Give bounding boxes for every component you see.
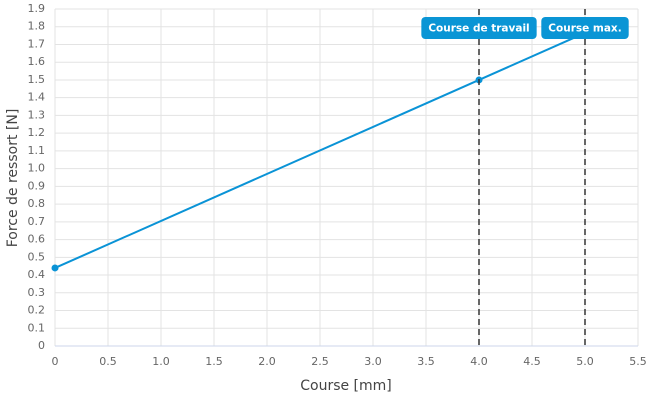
- y-tick-label: 1.2: [28, 126, 46, 139]
- x-tick-label: 5.5: [629, 355, 647, 368]
- x-tick-label: 4.0: [470, 355, 488, 368]
- y-tick-label: 0: [38, 339, 45, 352]
- y-tick-label: 1.0: [28, 162, 46, 175]
- x-axis-title: Course [mm]: [300, 378, 392, 394]
- y-tick-label: 0.5: [28, 250, 46, 263]
- y-tick-label: 1.4: [28, 91, 46, 104]
- x-tick-label: 5.0: [576, 355, 594, 368]
- y-tick-label: 1.7: [28, 37, 46, 50]
- y-tick-label: 1.3: [28, 108, 46, 121]
- y-tick-label: 1.9: [28, 2, 46, 15]
- reference-label: Course max.: [541, 17, 629, 39]
- y-tick-label: 0.6: [28, 233, 46, 246]
- y-tick-label: 1.5: [28, 73, 46, 86]
- point: [51, 264, 59, 272]
- x-tick-label: 4.5: [523, 355, 541, 368]
- y-tick-label: 0.4: [28, 268, 46, 281]
- y-tick-label: 0.9: [28, 179, 46, 192]
- x-tick-label: 1.5: [205, 355, 223, 368]
- x-tick-label: 2.0: [258, 355, 276, 368]
- y-tick-label: 1.1: [28, 144, 46, 157]
- y-tick-label: 0.1: [28, 321, 46, 334]
- label-text: Course de travail: [428, 23, 529, 35]
- x-tick-label: 2.5: [311, 355, 329, 368]
- y-tick-label: 0.3: [28, 286, 46, 299]
- reference-label: Course de travail: [421, 17, 537, 39]
- y-tick-label: 1.8: [28, 20, 46, 33]
- y-tick-label: 0.8: [28, 197, 46, 210]
- x-tick-label: 1.0: [152, 355, 170, 368]
- label-text: Course max.: [548, 23, 621, 35]
- y-tick-label: 0.7: [28, 215, 46, 228]
- y-tick-label: 1.6: [28, 55, 46, 68]
- x-tick-label: 0.5: [99, 355, 117, 368]
- label-box: [421, 17, 537, 39]
- y-tick-label: 0.2: [28, 304, 46, 317]
- x-tick-label: 0: [52, 355, 59, 368]
- x-tick-label: 3.5: [417, 355, 435, 368]
- x-tick-label: 3.0: [364, 355, 382, 368]
- label-box: [541, 17, 629, 39]
- y-axis-title: Force de ressort [N]: [5, 109, 21, 248]
